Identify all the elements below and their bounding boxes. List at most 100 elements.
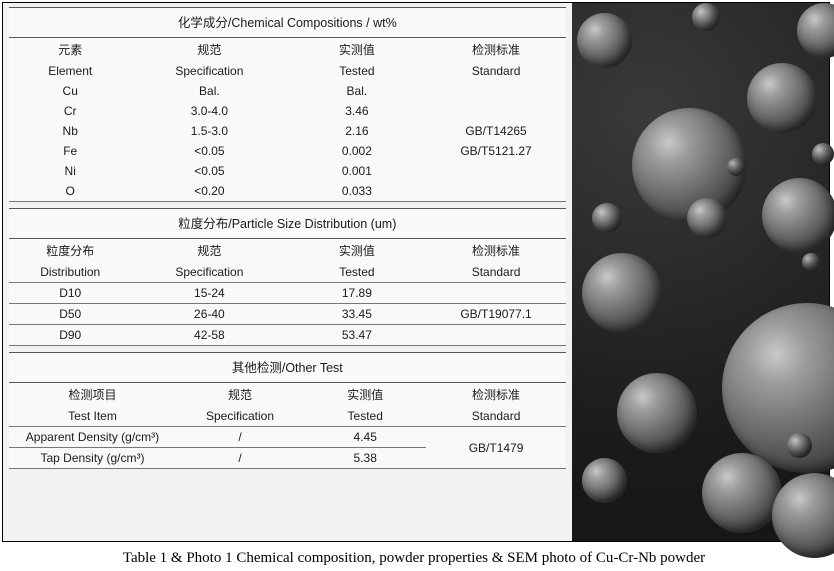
cell-tested: 33.45 xyxy=(287,304,426,325)
cell-element: Cr xyxy=(9,101,131,121)
table-row: D50 26-40 33.45 GB/T19077.1 xyxy=(9,304,566,325)
other-title: 其他检测/Other Test xyxy=(9,352,566,383)
cell-spec: 3.0-4.0 xyxy=(131,101,287,121)
col-header-cn: 检测标准 xyxy=(426,383,565,406)
table-row: Nb 1.5-3.0 2.16 GB/T14265 xyxy=(9,121,566,141)
col-header-cn: 粒度分布 xyxy=(9,239,131,262)
powder-sphere xyxy=(582,458,627,503)
cell-spec: Bal. xyxy=(131,81,287,101)
chem-block: 化学成分/Chemical Compositions / wt% 元素 规范 实… xyxy=(9,7,566,202)
col-header-cn: 检测标准 xyxy=(426,38,565,61)
col-header-en: Standard xyxy=(426,262,565,283)
cell-tested: 4.45 xyxy=(304,427,426,448)
col-header-cn: 规范 xyxy=(176,383,304,406)
cell-standard: GB/T1479 xyxy=(426,427,565,469)
powder-sphere xyxy=(812,143,834,165)
other-table: 检测项目 规范 实测值 检测标准 Test Item Specification… xyxy=(9,383,566,469)
powder-sphere xyxy=(702,453,782,533)
powder-sphere xyxy=(617,373,697,453)
psd-table: 粒度分布 规范 实测值 检测标准 Distribution Specificat… xyxy=(9,239,566,346)
cell-element: Nb xyxy=(9,121,131,141)
cell-spec: / xyxy=(176,448,304,469)
table-row: Fe <0.05 0.002 GB/T5121.27 xyxy=(9,141,566,161)
col-header-cn: 规范 xyxy=(131,38,287,61)
cell-standard: GB/T14265 xyxy=(426,121,565,141)
cell-standard xyxy=(426,101,565,121)
col-header-cn: 实测值 xyxy=(287,239,426,262)
powder-sphere xyxy=(747,63,817,133)
col-header-en: Distribution xyxy=(9,262,131,283)
col-header-en: Standard xyxy=(426,61,565,81)
col-header-en: Specification xyxy=(131,262,287,283)
cell-element: Cu xyxy=(9,81,131,101)
cell-tested: 2.16 xyxy=(287,121,426,141)
cell-element: Apparent Density (g/cm³) xyxy=(9,427,176,448)
psd-block: 粒度分布/Particle Size Distribution (um) 粒度分… xyxy=(9,208,566,346)
col-header-cn: 检测标准 xyxy=(426,239,565,262)
table-row: Cu Bal. Bal. xyxy=(9,81,566,101)
cell-element: D10 xyxy=(9,283,131,304)
cell-standard xyxy=(426,283,565,304)
cell-tested: Bal. xyxy=(287,81,426,101)
powder-sphere xyxy=(687,198,727,238)
col-header-en: Specification xyxy=(131,61,287,81)
col-header-en: Tested xyxy=(304,406,426,427)
table-row: 检测项目 规范 实测值 检测标准 xyxy=(9,383,566,406)
powder-sphere xyxy=(592,203,622,233)
col-header-cn: 实测值 xyxy=(304,383,426,406)
cell-tested: 0.002 xyxy=(287,141,426,161)
cell-spec: <0.20 xyxy=(131,181,287,202)
table-row: 粒度分布 规范 实测值 检测标准 xyxy=(9,239,566,262)
powder-sphere xyxy=(762,178,834,253)
col-header-en: Standard xyxy=(426,406,565,427)
table-row: D90 42-58 53.47 xyxy=(9,325,566,346)
cell-spec: <0.05 xyxy=(131,141,287,161)
figure-frame: 化学成分/Chemical Compositions / wt% 元素 规范 实… xyxy=(2,2,830,542)
powder-sphere xyxy=(727,158,745,176)
cell-standard xyxy=(426,81,565,101)
tables-pane: 化学成分/Chemical Compositions / wt% 元素 规范 实… xyxy=(3,3,572,541)
powder-sphere xyxy=(577,13,632,68)
table-row: Element Specification Tested Standard xyxy=(9,61,566,81)
powder-sphere xyxy=(802,253,820,271)
cell-tested: 5.38 xyxy=(304,448,426,469)
cell-tested: 17.89 xyxy=(287,283,426,304)
cell-standard: GB/T19077.1 xyxy=(426,304,565,325)
cell-standard xyxy=(426,325,565,346)
cell-element: D90 xyxy=(9,325,131,346)
col-header-cn: 元素 xyxy=(9,38,131,61)
powder-sphere xyxy=(787,433,812,458)
cell-spec: <0.05 xyxy=(131,161,287,181)
psd-title: 粒度分布/Particle Size Distribution (um) xyxy=(9,208,566,239)
cell-spec: 42-58 xyxy=(131,325,287,346)
col-header-en: Element xyxy=(9,61,131,81)
cell-tested: 53.47 xyxy=(287,325,426,346)
cell-element: D50 xyxy=(9,304,131,325)
sem-photo xyxy=(572,3,829,541)
cell-element: Fe xyxy=(9,141,131,161)
col-header-en: Tested xyxy=(287,262,426,283)
chem-table: 元素 规范 实测值 检测标准 Element Specification Tes… xyxy=(9,38,566,202)
table-row: Distribution Specification Tested Standa… xyxy=(9,262,566,283)
table-row: Apparent Density (g/cm³) / 4.45 GB/T1479 xyxy=(9,427,566,448)
cell-tested: 0.001 xyxy=(287,161,426,181)
cell-tested: 0.033 xyxy=(287,181,426,202)
cell-spec: 26-40 xyxy=(131,304,287,325)
col-header-en: Test Item xyxy=(9,406,176,427)
cell-tested: 3.46 xyxy=(287,101,426,121)
cell-standard: GB/T5121.27 xyxy=(426,141,565,161)
col-header-cn: 规范 xyxy=(131,239,287,262)
cell-spec: / xyxy=(176,427,304,448)
cell-standard xyxy=(426,161,565,181)
table-row: Cr 3.0-4.0 3.46 xyxy=(9,101,566,121)
powder-sphere xyxy=(582,253,662,333)
cell-element: O xyxy=(9,181,131,202)
other-block: 其他检测/Other Test 检测项目 规范 实测值 检测标准 Test It… xyxy=(9,352,566,469)
cell-spec: 1.5-3.0 xyxy=(131,121,287,141)
col-header-en: Tested xyxy=(287,61,426,81)
figure-caption: Table 1 & Photo 1 Chemical composition, … xyxy=(0,544,828,567)
table-row: Ni <0.05 0.001 xyxy=(9,161,566,181)
table-row: O <0.20 0.033 xyxy=(9,181,566,202)
table-row: 元素 规范 实测值 检测标准 xyxy=(9,38,566,61)
cell-spec: 15-24 xyxy=(131,283,287,304)
